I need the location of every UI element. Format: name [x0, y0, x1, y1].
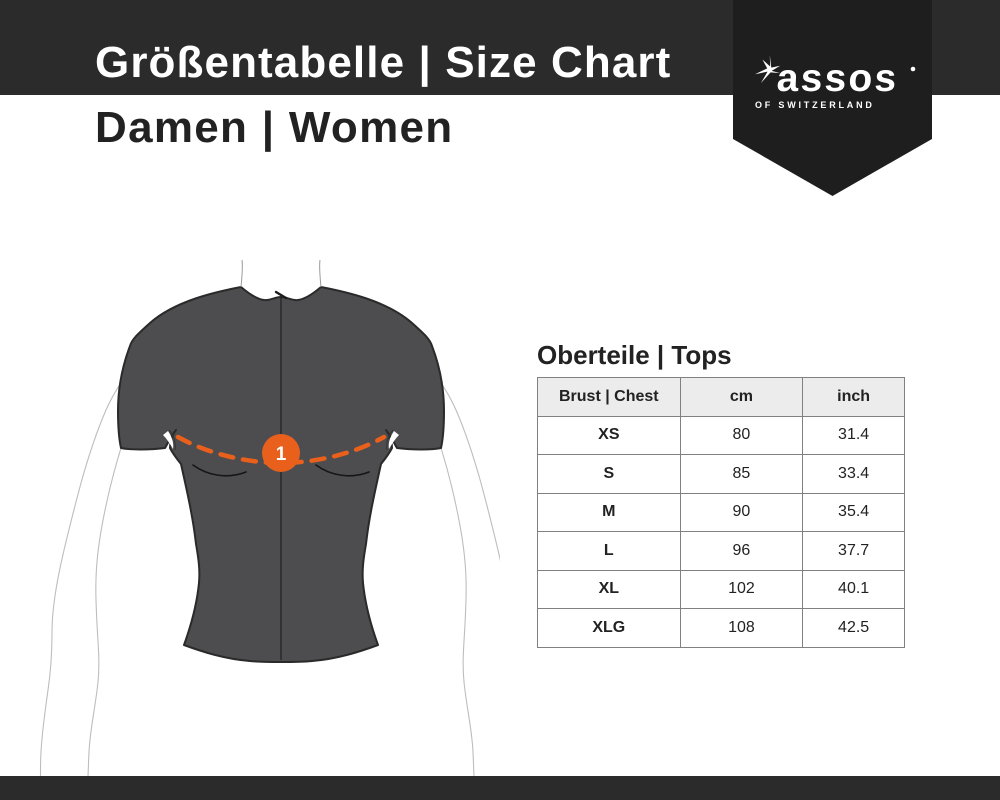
svg-text:1: 1 [276, 444, 287, 465]
svg-text:assos: assos [776, 57, 900, 100]
svg-text:OF SWITZERLAND: OF SWITZERLAND [755, 100, 875, 110]
